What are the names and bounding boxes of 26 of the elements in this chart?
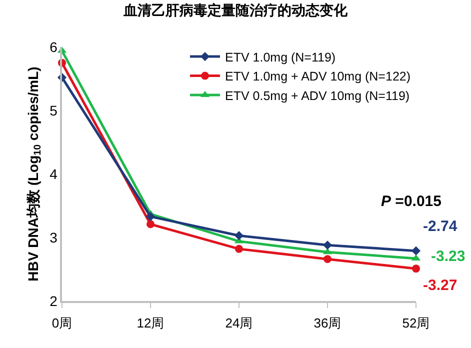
y-tick-label: 2 (50, 292, 58, 309)
x-tick-label: 0周 (52, 315, 72, 330)
x-tick-label: 24周 (225, 315, 253, 330)
x-tick-label: 52周 (402, 315, 430, 330)
point (324, 255, 332, 264)
point (322, 240, 332, 250)
y-tick-label: 4 (50, 166, 58, 182)
y-tick-label: 5 (50, 102, 58, 118)
text: -3.23 (431, 248, 466, 265)
text: -3.27 (423, 277, 458, 294)
point (146, 220, 154, 228)
point (146, 212, 156, 222)
y-tick-label: 6 (50, 38, 58, 55)
legend-label: ETV 1.0mg + ADV 10mg (N=122) (225, 70, 411, 84)
point (235, 244, 243, 253)
text: -2.74 (423, 218, 458, 235)
chart-title: 血清乙肝病毒定量随治疗的动态变化 (122, 2, 348, 18)
y-tick-label: 3 (50, 229, 58, 246)
legend-label: ETV 0.5mg + ADV 10mg (N=119) (225, 88, 410, 103)
point (412, 264, 420, 273)
annotation: P =0.015 (381, 193, 442, 210)
legend-label: ETV 1.0mg (N=119) (225, 50, 336, 64)
point (411, 246, 421, 256)
x-tick-label: 36周 (314, 315, 342, 330)
x-tick-label: 12周 (136, 315, 164, 330)
point (234, 231, 244, 240)
